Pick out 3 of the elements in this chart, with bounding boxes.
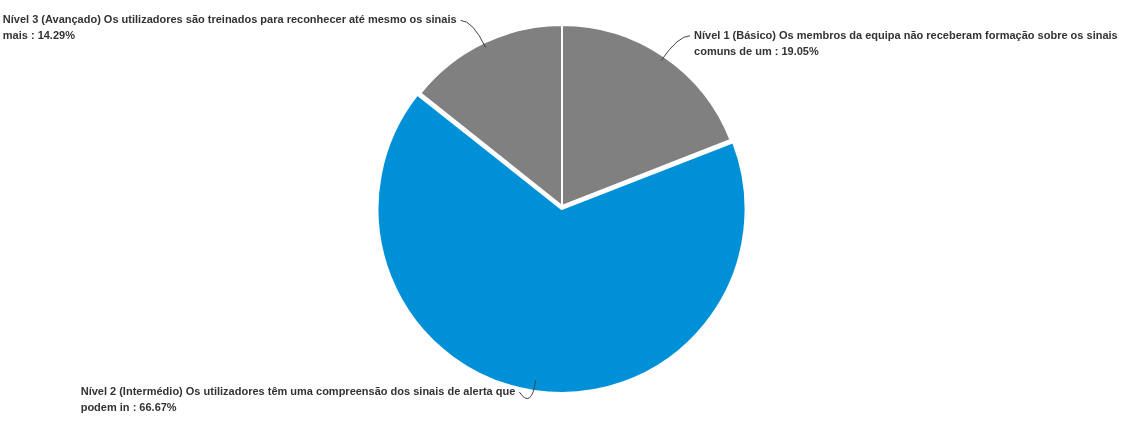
slice-label: Nível 1 (Básico) Os membros da equipa não receberam formação sobre os sinais comuns de um : 19.05% — [694, 28, 1118, 57]
slice-label: Nível 2 (Intermédio) Os utilizadores têm uma compreensão dos sinais de alerta que podem in : 66.67% — [80, 385, 516, 414]
slice-label: Nível 3 (Avançado) Os utilizadores são treinados para reconhecer até mesmo os sinais mais : 14.29% — [2, 13, 457, 42]
